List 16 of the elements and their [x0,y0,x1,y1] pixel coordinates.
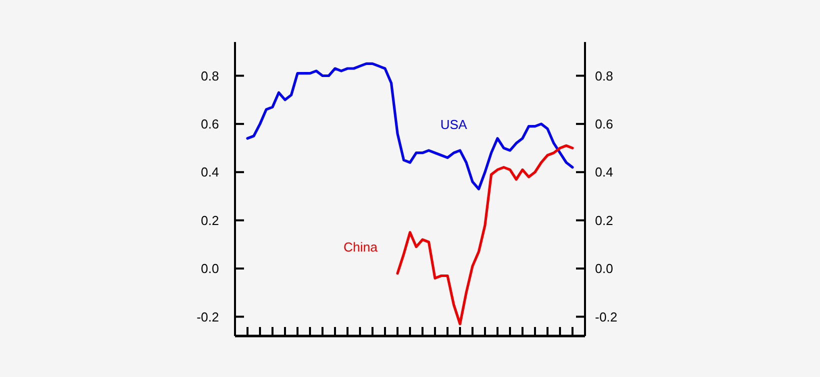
y-tick-label: 0.2 [200,212,219,228]
y2-tick-label: 0.0 [595,261,614,276]
y-tick-label: 0.0 [200,261,219,276]
y2-tick-label: -0.2 [595,309,618,324]
y2-tick-label: 0.6 [595,116,614,132]
line-series [246,62,574,190]
line-series [396,144,574,326]
y2-tick-label: 0.4 [595,164,614,180]
y-tick-label: 0.8 [200,68,219,84]
y-tick-label: 0.6 [200,116,219,132]
y-tick-label: -0.2 [196,309,219,324]
series-label: USA [440,116,468,132]
y2-tick-label: 0.8 [595,68,614,84]
y-tick-label: 0.4 [200,164,219,180]
series-label: China [344,239,378,254]
y2-tick-label: 0.2 [595,212,614,228]
